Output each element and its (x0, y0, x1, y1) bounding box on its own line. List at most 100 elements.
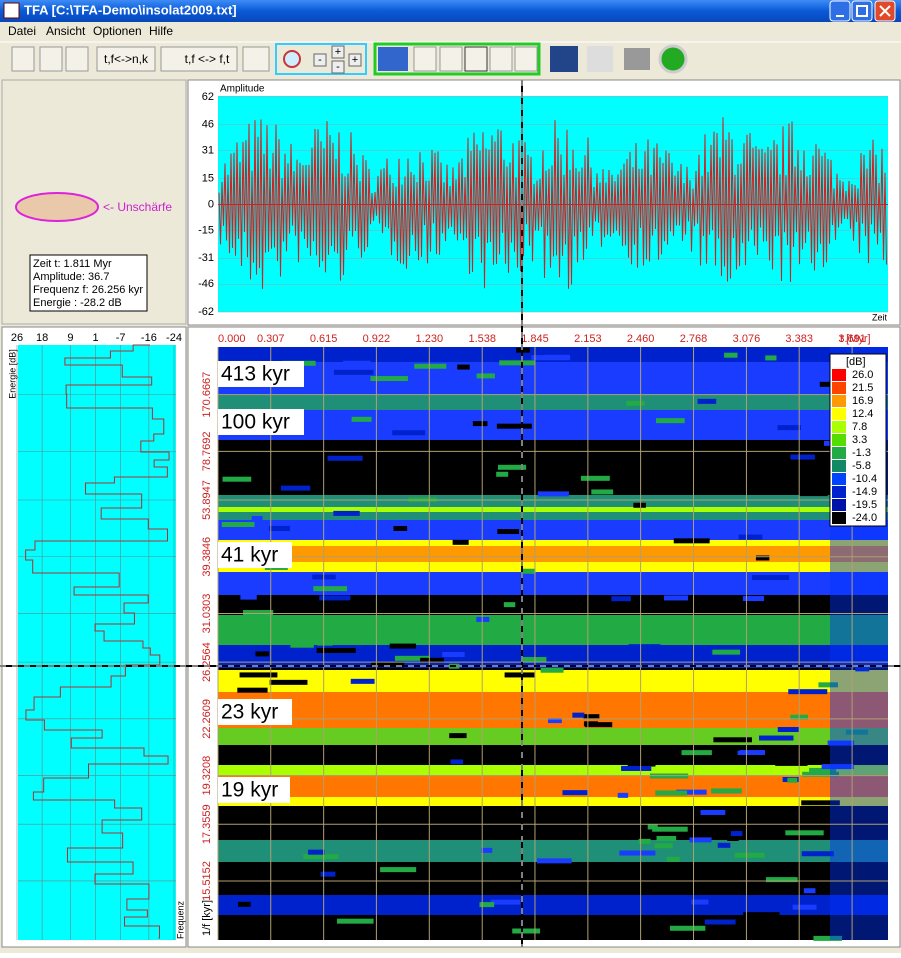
spectrogram-cell (449, 733, 467, 739)
spectrogram-cell (713, 737, 752, 743)
spectrogram-cell (626, 400, 645, 406)
spectrogram-cell (537, 858, 572, 864)
spectrogram-cell (787, 777, 798, 783)
spectrogram-cell (548, 718, 562, 724)
spectrogram-cell (221, 522, 255, 528)
spectrogram-cell (442, 652, 465, 658)
spectrogram-cell (520, 657, 547, 663)
zoom-label: + (352, 54, 358, 66)
spectrogram-cell (452, 539, 469, 545)
spectrogram-cell (496, 471, 509, 477)
spectrogram-cell (788, 689, 828, 695)
spectrogram-cell (243, 610, 274, 616)
maximize-button[interactable] (851, 0, 873, 22)
y-tick-label: 15 (202, 172, 214, 184)
zoom-label: - (336, 61, 340, 73)
mode-button[interactable] (514, 46, 538, 72)
spectrogram-cell (238, 901, 251, 907)
spectrogram-band (218, 362, 888, 395)
spectrogram-cell (827, 740, 855, 746)
mode-button[interactable] (413, 46, 437, 72)
spectrogram-cell (562, 790, 588, 796)
car-button[interactable] (242, 46, 270, 72)
overlay (0, 80, 901, 947)
menu-item[interactable]: Hilfe (149, 24, 173, 38)
sound-button[interactable] (587, 46, 613, 72)
graph-button[interactable] (550, 46, 578, 72)
band-label: 413 kyr (221, 363, 290, 386)
x-tick-label: 0.000 (218, 333, 246, 345)
toolbar-button[interactable] (96, 46, 156, 72)
spectrogram-cell (743, 912, 780, 918)
x-tick-label: -16 (141, 332, 157, 344)
spectrogram-cell (317, 640, 333, 646)
band-label: 19 kyr (221, 779, 278, 802)
spectrogram-cell (333, 510, 360, 516)
minimize-button[interactable] (829, 0, 851, 22)
help-button[interactable] (39, 46, 63, 72)
colorbar-label: 21.5 (852, 382, 873, 394)
zoom-button[interactable] (331, 45, 345, 59)
menu-item[interactable]: Optionen (93, 24, 142, 38)
zoom-icon[interactable] (283, 50, 301, 68)
info-button[interactable] (65, 46, 89, 72)
spectrogram-cell (755, 555, 770, 561)
info-line: Frequenz f: 26.256 kyr (33, 284, 143, 296)
spectrogram-cell (845, 729, 868, 735)
mode-button[interactable] (489, 46, 513, 72)
spectrogram-cell (240, 594, 257, 600)
mode-button[interactable] (378, 47, 408, 71)
mode-button[interactable] (464, 46, 488, 72)
y-tick-label: 170.6667 (201, 372, 213, 418)
y-tick-label: 39.3846 (201, 537, 213, 577)
spectrogram-cell (666, 856, 680, 862)
spectrogram-cell (268, 525, 290, 531)
open-button[interactable] (11, 46, 35, 72)
spectrogram-cell (681, 750, 712, 756)
spectrogram-band (218, 520, 888, 540)
info-line: Zeit t: 1.811 Myr (33, 258, 112, 270)
menu-item[interactable]: Ansicht (46, 24, 86, 38)
spectrogram-cell (596, 586, 624, 592)
colorbar-swatch (832, 460, 846, 472)
zoom-button[interactable] (313, 53, 327, 67)
spectrogram-cell (370, 376, 408, 382)
energy-plot (18, 345, 176, 940)
spectrogram-cell (813, 935, 842, 941)
spectrogram-cell (621, 765, 652, 771)
toolbar-button[interactable] (160, 46, 238, 72)
spectrogram-cell (777, 425, 802, 431)
spectrogram-cell (303, 854, 339, 860)
spectrogram-cell (742, 596, 765, 602)
y-tick-label: 62 (202, 91, 214, 103)
camera-button[interactable] (624, 48, 650, 70)
spectrogram-cell (389, 643, 416, 649)
y-tick-label: 46 (202, 119, 214, 131)
spectrogram-cell (414, 363, 447, 369)
y-tick-label: 22.2609 (201, 699, 213, 739)
spectrogram-band (218, 595, 888, 615)
zoom-button[interactable] (348, 53, 362, 67)
spectrogram-cell (799, 491, 828, 497)
info-box (29, 254, 148, 312)
y-tick-label: 78.7692 (201, 431, 213, 471)
spectrogram-cell (392, 430, 426, 436)
spectrogram-cell (280, 485, 311, 491)
mode-button[interactable] (439, 46, 463, 72)
spectrogram-cell (572, 712, 585, 718)
zoom-button[interactable] (331, 60, 345, 74)
spectrogram-cell (712, 649, 741, 655)
band-label-bg (218, 777, 290, 803)
spectrogram-cell (476, 373, 495, 379)
spectrogram-band (218, 546, 888, 562)
y-tick-label: 0 (208, 198, 214, 210)
spectrogram-cell (351, 416, 372, 422)
menu-item[interactable]: Datei (8, 24, 36, 38)
colorbar-swatch (832, 421, 846, 433)
spectrogram-cell (591, 489, 614, 495)
x-tick-label: 3.076 (733, 333, 761, 345)
colorbar-swatch (832, 369, 846, 381)
target-button[interactable] (658, 44, 688, 74)
spectrogram-cell (697, 398, 717, 404)
y-tick-label: -62 (198, 306, 214, 318)
